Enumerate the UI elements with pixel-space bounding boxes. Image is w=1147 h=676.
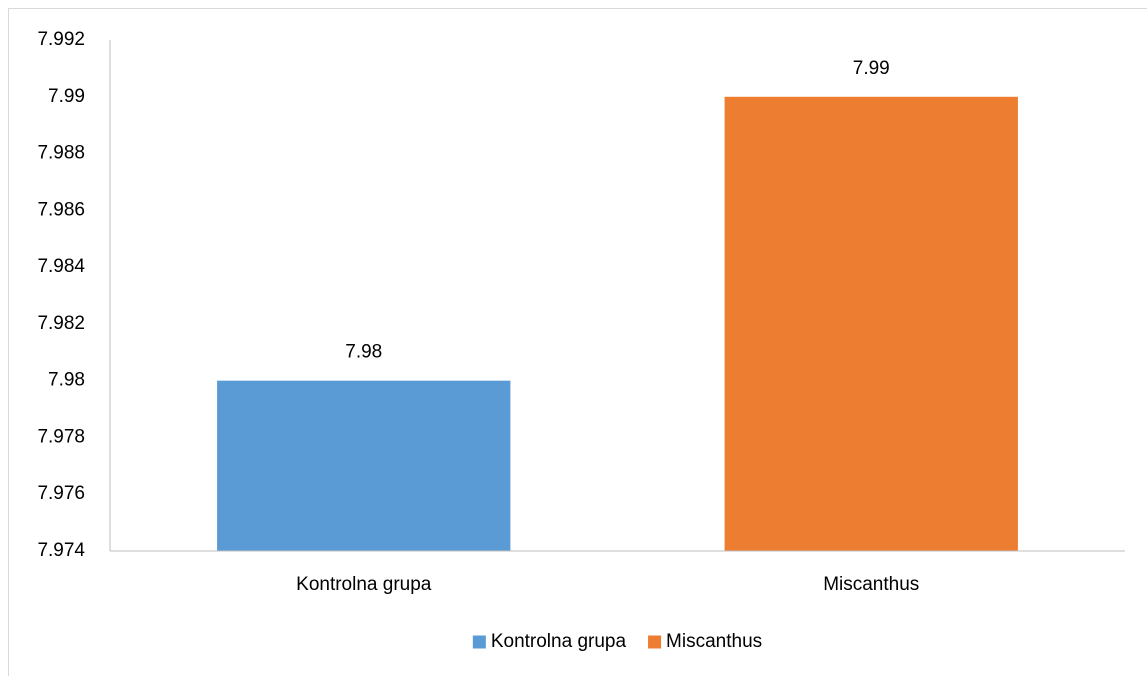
y-tick-label: 7.982 — [37, 313, 85, 334]
y-tick-label: 7.984 — [37, 256, 85, 277]
x-tick-label: Kontrolna grupa — [296, 574, 432, 595]
chart-border — [8, 8, 1147, 676]
legend-label: Miscanthus — [666, 631, 762, 652]
y-tick-label: 7.986 — [37, 199, 85, 220]
bar — [724, 96, 1018, 552]
y-tick-label: 7.98 — [48, 370, 85, 391]
legend-swatch — [648, 635, 662, 649]
y-tick-label: 7.99 — [48, 86, 85, 107]
data-label: 7.99 — [853, 58, 890, 79]
data-label: 7.98 — [345, 342, 382, 363]
x-tick-label: Miscanthus — [823, 574, 919, 595]
y-tick-label: 7.988 — [37, 143, 85, 164]
y-tick-label: 7.978 — [37, 426, 85, 447]
legend-label: Kontrolna grupa — [491, 631, 627, 652]
legend-swatch — [472, 635, 486, 649]
y-tick-label: 7.992 — [37, 29, 85, 50]
y-tick-label: 7.974 — [37, 540, 85, 561]
bar — [217, 380, 511, 551]
y-tick-label: 7.976 — [37, 483, 85, 504]
